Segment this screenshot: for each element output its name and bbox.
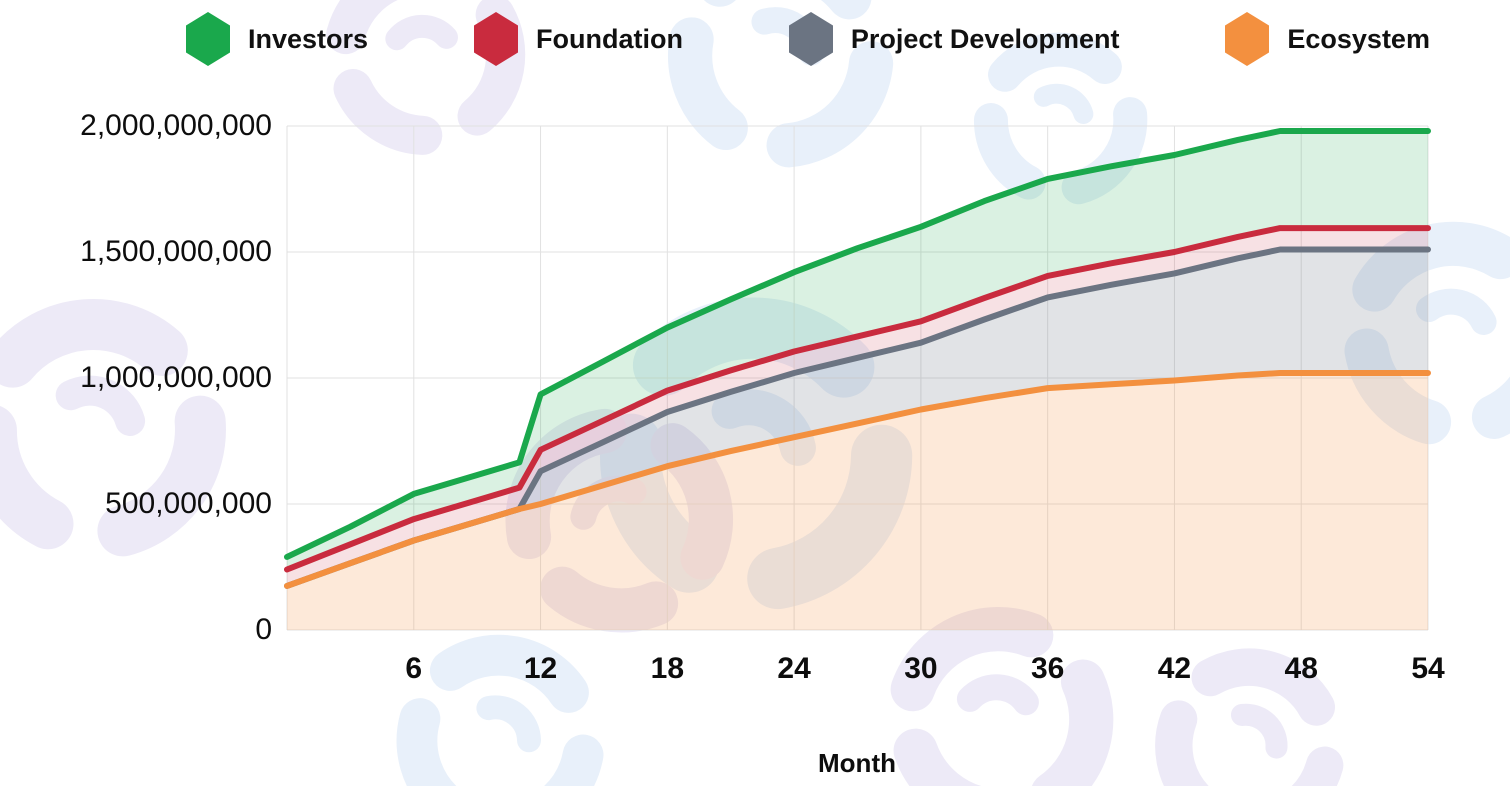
hexagon-marker-icon — [788, 12, 833, 66]
legend-item-foundation: Foundation — [473, 11, 683, 67]
line-foundation — [284, 225, 1431, 573]
x-tick-label: 42 — [1157, 652, 1192, 685]
legend: Investors Foundation Project Development… — [185, 6, 1430, 72]
y-tick-label: 2,000,000,000 — [80, 109, 272, 142]
y-tick-label: 500,000,000 — [105, 487, 272, 520]
legend-item-label: Project Development — [850, 23, 1120, 54]
x-tick-label: 30 — [904, 652, 938, 685]
hexagon-marker-icon — [1225, 12, 1270, 66]
y-tick-label: 1,500,000,000 — [80, 235, 272, 268]
area-ecosystem — [287, 373, 1428, 630]
x-axis-title: Month — [818, 748, 896, 778]
line-ecosystem — [284, 370, 1431, 589]
x-tick-label: 18 — [650, 652, 685, 685]
legend-item-project-development: Project Development — [788, 11, 1120, 67]
area-investors — [287, 131, 1428, 570]
legend-item-label: Investors — [248, 23, 369, 54]
legend-item-label: Foundation — [535, 23, 683, 54]
hexagon-marker-icon — [473, 12, 518, 66]
area-project-development — [287, 249, 1428, 586]
x-tick-label: 54 — [1411, 652, 1445, 685]
x-tick-label: 24 — [777, 652, 811, 685]
legend-item-ecosystem: Ecosystem — [1224, 11, 1430, 67]
hexagon-marker-icon — [186, 12, 230, 66]
x-tick-label: 36 — [1030, 652, 1065, 685]
legend-item-label: Ecosystem — [1287, 23, 1430, 54]
y-tick-label: 0 — [255, 613, 272, 646]
x-tick-label: 12 — [523, 652, 558, 685]
x-tick-label: 6 — [405, 652, 423, 685]
legend-item-investors: Investors — [185, 11, 368, 67]
x-tick-label: 48 — [1284, 652, 1318, 685]
y-tick-label: 1,000,000,000 — [80, 361, 272, 394]
line-investors — [284, 128, 1431, 560]
